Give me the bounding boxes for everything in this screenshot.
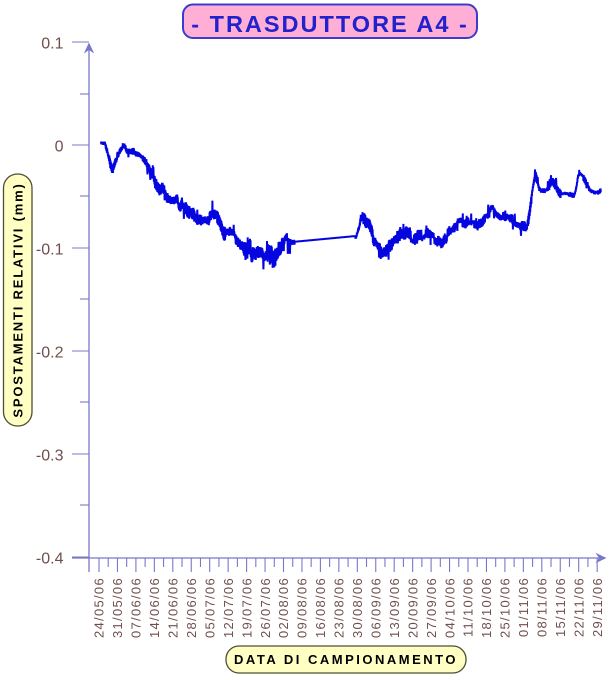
svg-text:28/06/06: 28/06/06 xyxy=(184,577,199,638)
svg-text:08/11/06: 08/11/06 xyxy=(535,577,550,637)
svg-text:14/06/06: 14/06/06 xyxy=(147,577,162,638)
svg-text:07/06/06: 07/06/06 xyxy=(129,577,144,638)
svg-text:09/08/06: 09/08/06 xyxy=(295,577,310,638)
svg-text:0: 0 xyxy=(55,139,64,156)
svg-text:23/08/06: 23/08/06 xyxy=(332,577,347,638)
svg-text:15/11/06: 15/11/06 xyxy=(553,577,568,637)
svg-text:16/08/06: 16/08/06 xyxy=(313,577,328,638)
svg-text:21/06/06: 21/06/06 xyxy=(166,577,181,638)
svg-text:25/10/06: 25/10/06 xyxy=(498,577,513,638)
svg-text:0.1: 0.1 xyxy=(41,36,63,53)
svg-text:DATA DI CAMPIONAMENTO: DATA DI CAMPIONAMENTO xyxy=(234,652,458,667)
svg-text:18/10/06: 18/10/06 xyxy=(479,577,494,638)
svg-text:SPOSTAMENTI RELATIVI (mm): SPOSTAMENTI RELATIVI (mm) xyxy=(11,182,26,417)
svg-text:11/10/06: 11/10/06 xyxy=(461,577,476,637)
svg-text:30/08/06: 30/08/06 xyxy=(350,577,365,638)
svg-text:12/07/06: 12/07/06 xyxy=(221,577,236,638)
svg-text:29/11/06: 29/11/06 xyxy=(590,577,605,637)
svg-text:-0.1: -0.1 xyxy=(36,242,64,259)
svg-text:22/11/06: 22/11/06 xyxy=(571,577,586,637)
svg-text:06/09/06: 06/09/06 xyxy=(368,577,383,638)
svg-text:27/09/06: 27/09/06 xyxy=(424,577,439,638)
svg-text:19/07/06: 19/07/06 xyxy=(239,577,254,638)
svg-text:04/10/06: 04/10/06 xyxy=(442,577,457,638)
svg-text:26/07/06: 26/07/06 xyxy=(258,577,273,638)
svg-text:24/05/06: 24/05/06 xyxy=(92,577,107,638)
svg-text:02/08/06: 02/08/06 xyxy=(276,577,291,638)
svg-text:-0.3: -0.3 xyxy=(36,448,64,465)
svg-text:- TRASDUTTORE A4 -: - TRASDUTTORE A4 - xyxy=(191,11,469,37)
svg-text:20/09/06: 20/09/06 xyxy=(405,577,420,638)
svg-text:01/11/06: 01/11/06 xyxy=(516,577,531,637)
svg-text:-0.2: -0.2 xyxy=(36,345,64,362)
svg-text:-0.4: -0.4 xyxy=(36,551,64,568)
svg-text:31/05/06: 31/05/06 xyxy=(110,577,125,638)
svg-text:13/09/06: 13/09/06 xyxy=(387,577,402,638)
svg-text:05/07/06: 05/07/06 xyxy=(202,577,217,638)
